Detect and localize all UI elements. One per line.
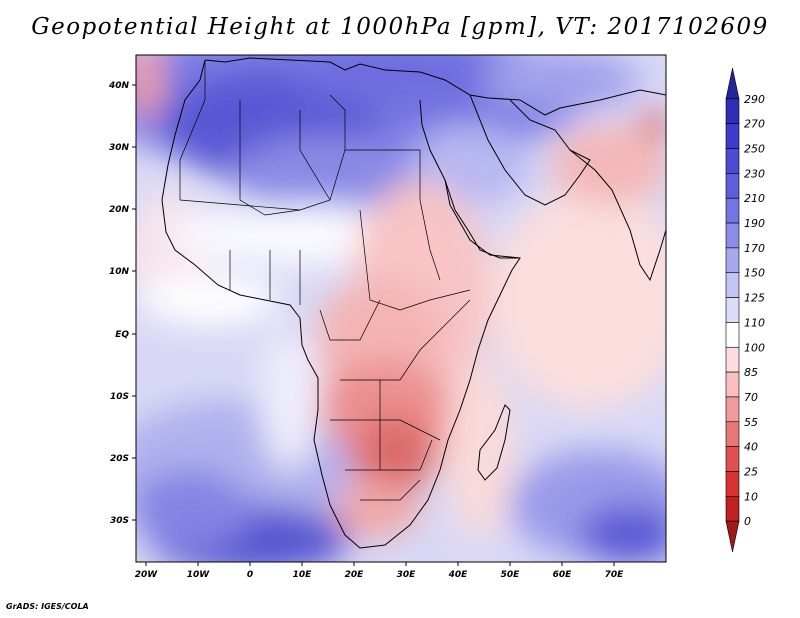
colorbar-label: 25 [744,465,758,478]
colorbar-swatch [725,247,740,274]
colorbar-swatch [725,346,740,373]
colorbar-label: 290 [744,93,765,106]
lat-label: 20N [109,205,130,215]
colorbar-label: 250 [744,143,765,156]
height-field [136,55,666,562]
colorbar-label: 170 [744,242,765,255]
country-borders [179,60,471,501]
colorbar-label: 270 [744,118,765,131]
lon-label: 10W [187,570,211,580]
lat-label: 20S [110,454,129,464]
lat-label: 10N [109,267,130,277]
colorbar-swatch [725,222,740,249]
colorbar-label: 70 [744,391,758,404]
colorbar-swatch [725,396,740,423]
map-title: Geopotential Height at 1000hPa [gpm], VT… [31,14,769,40]
colorbar-label: 190 [744,217,765,230]
lat-axis: 40N 30N 20N 10N EQ 10S 20S 30S [108,81,136,526]
colorbar-label: 10 [744,490,758,503]
colorbar-swatch [725,371,740,398]
colorbar-label: 0 [744,515,751,528]
lat-label: EQ [115,330,129,340]
colorbar-swatch [725,173,740,199]
colorbar-label: 85 [744,366,758,379]
colorbar-swatch [725,421,740,447]
colorbar-label: 230 [744,167,765,180]
lon-label: 0 [247,570,253,580]
colorbar-label: 150 [744,267,765,280]
colorbar-label: 125 [744,292,765,305]
colorbar-swatch [725,98,740,124]
lon-label: 70E [605,570,625,580]
colorbar-swatch [725,520,740,553]
lat-label: 30N [109,143,130,153]
colorbar-swatch [725,471,740,497]
lat-label: 10S [110,392,129,402]
colorbar-swatch [725,297,740,323]
colorbar-label: 55 [744,416,758,429]
lat-label: 40N [108,81,130,91]
lon-label: 40E [448,570,469,580]
colorbar-swatch [725,148,740,174]
grads-credit: GrADS: IGES/COLA [6,602,89,611]
colorbar-swatch [725,123,740,149]
colorbar-swatch [725,197,740,224]
lon-label: 30E [397,570,417,580]
colorbar-swatch [725,67,740,100]
colorbar-swatch [725,272,740,298]
lon-label: 50E [501,570,521,580]
lat-label: 30S [110,516,129,526]
lon-label: 20W [135,570,159,580]
lon-axis: 20W 10W 0 10E 20E 30E 40E 50E 60E 70E [135,562,624,580]
lon-label: 60E [553,570,573,580]
coastlines [161,57,666,549]
colorbar-label: 210 [744,192,765,205]
colorbar-label: 40 [744,441,758,454]
lon-label: 20E [345,570,365,580]
lon-label: 10E [293,570,313,580]
colorbar-label: 110 [744,316,765,329]
colorbar: 2902702502302101901701501251101008570554… [725,67,765,553]
colorbar-label: 100 [744,341,765,354]
map-frame [135,54,667,563]
colorbar-swatch [725,496,740,522]
colorbar-swatch [725,446,740,472]
colorbar-swatch [725,322,740,348]
